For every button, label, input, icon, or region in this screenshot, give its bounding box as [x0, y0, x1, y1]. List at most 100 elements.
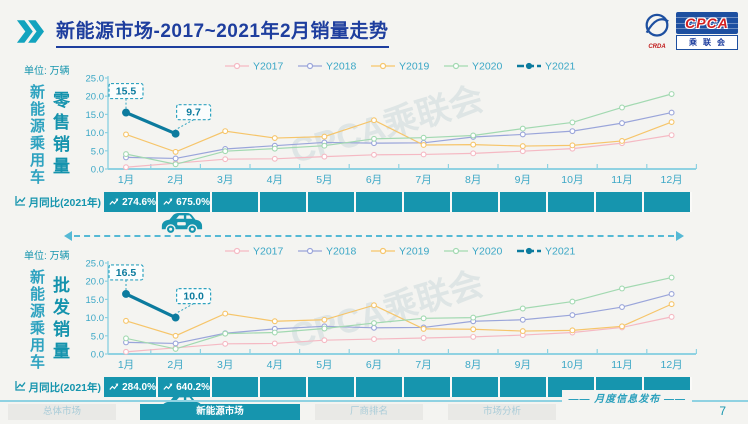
page-number: 7	[719, 404, 726, 418]
svg-text:3月: 3月	[217, 174, 233, 186]
vehicle-category-label: 新能源乘用车	[28, 84, 45, 186]
yoy-cell-empty	[212, 192, 260, 212]
yoy-cell-value: 640.2%	[158, 377, 212, 397]
svg-text:16.5: 16.5	[116, 267, 137, 279]
yoy-cell-empty	[452, 377, 500, 397]
svg-text:4月: 4月	[267, 359, 283, 371]
footer-tab-4[interactable]: 市场分析	[448, 404, 556, 420]
svg-text:15.0: 15.0	[86, 295, 105, 306]
svg-text:Y2021: Y2021	[545, 61, 576, 73]
yoy-cell-empty	[308, 377, 356, 397]
header-bar: 新能源市场-2017~2021年2月销量走势 CRDA CPCA 乘联会	[14, 12, 738, 58]
yoy-cell-value: 675.0%	[158, 192, 212, 212]
svg-text:10月: 10月	[561, 359, 583, 371]
svg-text:CPCA乘联会: CPCA乘联会	[286, 265, 487, 356]
svg-text:Y2020: Y2020	[472, 61, 503, 73]
svg-text:Y2018: Y2018	[326, 61, 357, 73]
svg-text:Y2017: Y2017	[253, 61, 284, 73]
svg-text:Y2019: Y2019	[399, 246, 430, 258]
yoy-cell-empty	[644, 192, 692, 212]
yoy-cell-empty	[500, 377, 548, 397]
yoy-label: 月同比(2021年)	[5, 192, 104, 212]
svg-text:0.0: 0.0	[91, 350, 104, 361]
vehicle-category-label: 新能源乘用车	[28, 269, 45, 371]
footer-tab-3[interactable]: 厂商排名	[315, 404, 423, 420]
series-Y2019	[123, 301, 675, 339]
svg-text:4月: 4月	[267, 174, 283, 186]
yoy-cell-empty	[356, 192, 404, 212]
logo-swirl-icon: CRDA	[641, 12, 673, 50]
wholesale-line-chart: CPCA乘联会 25.0 20.0 15.0 10.0 5.0 0.0 1月 2月 3月 4月 5月 6…	[86, 246, 698, 371]
svg-text:9月: 9月	[515, 359, 531, 371]
svg-text:20.0: 20.0	[86, 92, 105, 103]
svg-text:Y2017: Y2017	[253, 246, 284, 258]
svg-text:6月: 6月	[366, 174, 382, 186]
metric-label-wholesale: 批发销量	[50, 276, 69, 364]
footer-tab-1[interactable]: 总体市场	[8, 404, 116, 420]
yoy-ribbon: 月同比(2021年) 274.6% 675.0%	[5, 192, 692, 212]
footer-tab-2[interactable]: 新能源市场	[140, 404, 300, 420]
svg-text:5.0: 5.0	[91, 146, 104, 157]
svg-text:Y2019: Y2019	[399, 61, 430, 73]
svg-text:25.0: 25.0	[86, 74, 105, 85]
yoy-cell-empty	[260, 377, 308, 397]
svg-text:3月: 3月	[217, 359, 233, 371]
footer-divider	[0, 400, 748, 402]
trend-chart-icon	[14, 195, 26, 209]
page-title: 新能源市场-2017~2021年2月销量走势	[56, 16, 389, 48]
yoy-cells: 274.6% 675.0%	[104, 192, 692, 212]
svg-text:0.0: 0.0	[91, 165, 104, 176]
svg-text:1月: 1月	[118, 174, 134, 186]
series-Y2020	[123, 274, 675, 352]
svg-text:10月: 10月	[561, 174, 583, 186]
svg-text:9.7: 9.7	[186, 107, 201, 119]
svg-text:2月: 2月	[167, 174, 183, 186]
unit-label: 单位: 万辆	[24, 66, 70, 77]
svg-text:9月: 9月	[515, 174, 531, 186]
svg-text:2月: 2月	[167, 359, 183, 371]
svg-text:15.0: 15.0	[86, 110, 105, 121]
car-icon	[158, 211, 204, 241]
series-Y2020	[123, 91, 675, 168]
svg-text:Y2018: Y2018	[326, 246, 357, 258]
yoy-cell-empty	[212, 377, 260, 397]
unit-label: 单位: 万辆	[24, 251, 70, 262]
yoy-cell-empty	[308, 192, 356, 212]
publication-label: 月度信息发布	[562, 390, 692, 405]
section-divider-arrow	[64, 231, 684, 241]
yoy-cell-empty	[356, 377, 404, 397]
svg-text:10.0: 10.0	[86, 313, 105, 324]
series-Y2021	[122, 289, 180, 322]
svg-text:Y2020: Y2020	[472, 246, 503, 258]
yoy-cell-empty	[404, 377, 452, 397]
svg-text:8月: 8月	[465, 359, 481, 371]
logo-cpca-text: CPCA	[676, 12, 738, 34]
svg-text:10.0: 10.0	[86, 128, 105, 139]
svg-text:10.0: 10.0	[183, 291, 204, 303]
svg-text:Y2021: Y2021	[545, 246, 576, 258]
series-Y2017	[123, 132, 675, 171]
double-chevron-icon	[16, 19, 44, 49]
svg-text:12月: 12月	[661, 359, 683, 371]
svg-text:11月: 11月	[611, 174, 632, 186]
yoy-cell-empty	[404, 192, 452, 212]
metric-label-retail: 零售销量	[50, 91, 69, 179]
svg-text:8月: 8月	[465, 174, 481, 186]
series-Y2021	[122, 108, 180, 138]
cpca-logo: CRDA CPCA 乘联会	[641, 12, 738, 50]
trend-chart-icon	[14, 380, 26, 394]
yoy-cell-value: 274.6%	[104, 192, 158, 212]
yoy-label: 月同比(2021年)	[5, 377, 104, 397]
yoy-cell-empty	[548, 192, 596, 212]
logo-crda-text: CRDA	[648, 44, 666, 50]
svg-text:15.5: 15.5	[116, 86, 137, 98]
yoy-cell-empty	[596, 192, 644, 212]
svg-text:5.0: 5.0	[91, 331, 104, 342]
svg-text:5月: 5月	[316, 174, 332, 186]
svg-text:1月: 1月	[118, 359, 134, 371]
wholesale-chart-section: 单位: 万辆 新能源乘用车 批发销量 CPCA乘联会 25.0 20.0 15.0 10…	[0, 243, 748, 417]
svg-text:7月: 7月	[415, 359, 431, 371]
svg-text:12月: 12月	[661, 174, 683, 186]
